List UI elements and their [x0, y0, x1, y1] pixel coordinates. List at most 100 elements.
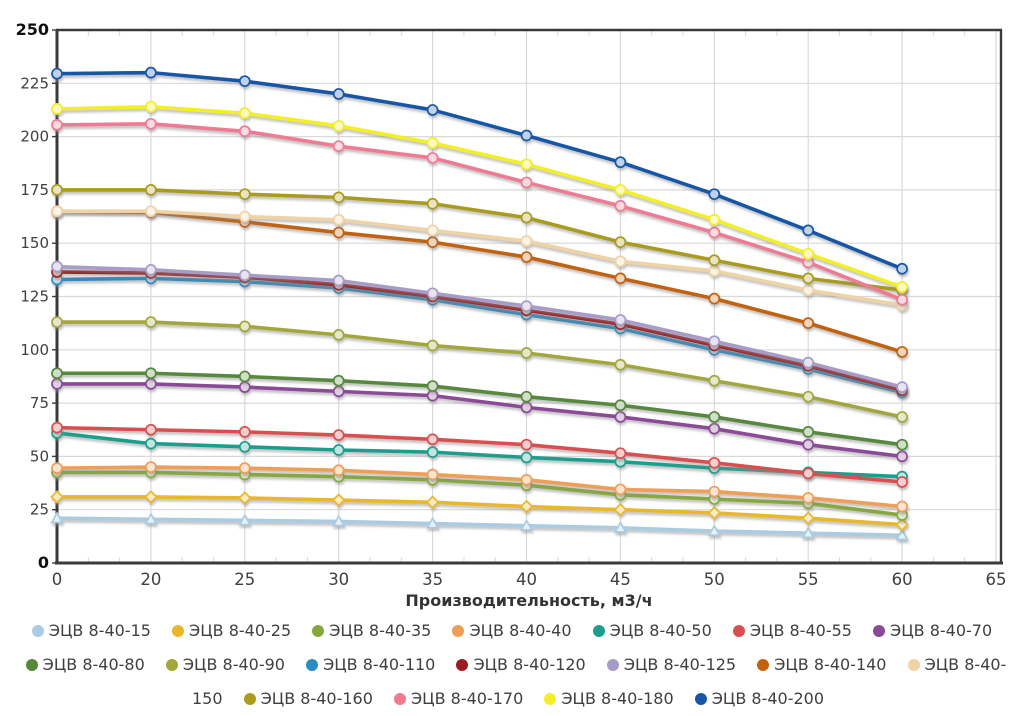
data-point-marker[interactable]: [896, 346, 908, 358]
data-point-marker[interactable]: [145, 423, 157, 436]
data-point-marker[interactable]: [145, 66, 157, 79]
data-point-marker[interactable]: [331, 493, 346, 507]
data-point-marker[interactable]: [614, 447, 627, 460]
data-point-marker[interactable]: [332, 429, 345, 441]
data-point-marker[interactable]: [238, 462, 251, 474]
data-point-marker[interactable]: [801, 526, 815, 539]
data-point-marker[interactable]: [802, 248, 815, 260]
data-point-marker[interactable]: [614, 236, 627, 248]
data-point-marker[interactable]: [520, 438, 533, 451]
data-point-marker[interactable]: [802, 390, 815, 403]
data-point-marker[interactable]: [708, 335, 721, 348]
data-point-marker[interactable]: [802, 224, 815, 237]
data-point-marker[interactable]: [145, 100, 157, 113]
data-point-marker[interactable]: [51, 184, 63, 196]
data-point-marker[interactable]: [51, 378, 63, 390]
data-point-marker[interactable]: [426, 468, 439, 481]
data-point-marker[interactable]: [145, 378, 157, 390]
legend-item-9[interactable]: ЭЦВ 8-40-90: [165, 655, 285, 674]
data-point-marker[interactable]: [332, 120, 345, 132]
data-point-marker[interactable]: [520, 129, 533, 142]
data-point-marker[interactable]: [50, 511, 64, 524]
data-point-marker[interactable]: [708, 265, 721, 277]
data-point-marker[interactable]: [613, 520, 628, 533]
data-point-marker[interactable]: [425, 516, 440, 529]
data-point-marker[interactable]: [332, 88, 345, 100]
data-point-marker[interactable]: [332, 140, 345, 153]
data-point-marker[interactable]: [426, 287, 439, 300]
data-point-marker[interactable]: [51, 462, 63, 474]
data-point-marker[interactable]: [708, 456, 721, 469]
data-point-marker[interactable]: [896, 411, 908, 423]
data-point-marker[interactable]: [144, 490, 158, 504]
data-point-marker[interactable]: [708, 254, 721, 267]
data-point-marker[interactable]: [896, 293, 908, 306]
data-point-marker[interactable]: [707, 506, 722, 520]
data-point-marker[interactable]: [51, 205, 63, 218]
data-point-marker[interactable]: [896, 450, 908, 463]
data-point-marker[interactable]: [145, 461, 157, 473]
legend-item-4[interactable]: ЭЦВ 8-40-40: [452, 621, 572, 640]
data-point-marker[interactable]: [895, 528, 909, 541]
data-point-marker[interactable]: [520, 347, 533, 359]
legend-item-3[interactable]: ЭЦВ 8-40-35: [312, 621, 431, 640]
data-point-marker[interactable]: [520, 300, 533, 312]
data-point-marker[interactable]: [896, 438, 908, 451]
data-point-marker[interactable]: [238, 188, 251, 201]
data-point-marker[interactable]: [426, 224, 439, 237]
data-point-marker[interactable]: [426, 197, 439, 210]
legend-item-18[interactable]: ЭЦВ 8-40-200: [694, 689, 824, 708]
data-point-marker[interactable]: [802, 317, 815, 329]
legend-item-13[interactable]: ЭЦВ 8-40-140: [757, 655, 886, 674]
data-point-marker[interactable]: [802, 492, 815, 504]
data-point-marker[interactable]: [895, 517, 909, 532]
data-point-marker[interactable]: [145, 205, 157, 218]
data-point-marker[interactable]: [144, 512, 158, 525]
data-point-marker[interactable]: [708, 188, 721, 201]
data-point-marker[interactable]: [614, 399, 627, 412]
legend-item-2[interactable]: ЭЦВ 8-40-25: [172, 621, 291, 640]
data-point-marker[interactable]: [801, 511, 816, 526]
data-point-marker[interactable]: [896, 262, 908, 275]
data-point-marker[interactable]: [426, 389, 439, 402]
data-point-marker[interactable]: [145, 184, 157, 196]
data-point-marker[interactable]: [708, 374, 721, 387]
data-point-marker[interactable]: [614, 156, 627, 169]
data-point-marker[interactable]: [426, 433, 439, 446]
data-point-marker[interactable]: [520, 390, 533, 403]
data-point-marker[interactable]: [145, 117, 157, 130]
data-point-marker[interactable]: [614, 272, 627, 285]
data-point-marker[interactable]: [238, 107, 251, 119]
data-point-marker[interactable]: [332, 329, 345, 341]
data-point-marker[interactable]: [614, 411, 627, 423]
data-point-marker[interactable]: [426, 137, 439, 149]
data-point-marker[interactable]: [519, 499, 534, 514]
data-point-marker[interactable]: [519, 518, 534, 531]
legend-item-11[interactable]: ЭЦВ 8-40-120: [456, 655, 586, 674]
data-point-marker[interactable]: [332, 374, 345, 387]
data-point-marker[interactable]: [50, 490, 64, 504]
data-point-marker[interactable]: [708, 411, 721, 423]
data-point-marker[interactable]: [238, 370, 251, 383]
data-point-marker[interactable]: [614, 483, 627, 496]
data-point-marker[interactable]: [520, 158, 533, 171]
data-point-marker[interactable]: [238, 75, 251, 88]
data-point-marker[interactable]: [51, 421, 63, 434]
data-point-marker[interactable]: [426, 446, 439, 458]
data-point-marker[interactable]: [426, 152, 439, 164]
data-point-marker[interactable]: [802, 426, 815, 438]
legend-item-8[interactable]: ЭЦВ 8-40-80: [25, 655, 145, 674]
data-point-marker[interactable]: [237, 491, 252, 505]
legend-item-15[interactable]: ЭЦВ 8-40-160: [243, 689, 373, 708]
data-point-marker[interactable]: [238, 513, 252, 526]
data-point-marker[interactable]: [802, 356, 815, 369]
data-point-marker[interactable]: [238, 426, 251, 438]
data-point-marker[interactable]: [51, 367, 63, 380]
legend-item-5[interactable]: ЭЦВ 8-40-50: [592, 621, 712, 640]
legend-item-7[interactable]: ЭЦВ 8-40-70: [873, 621, 992, 640]
data-point-marker[interactable]: [425, 495, 440, 510]
data-point-marker[interactable]: [238, 440, 251, 453]
data-point-marker[interactable]: [426, 236, 439, 248]
data-point-marker[interactable]: [51, 316, 63, 328]
data-point-marker[interactable]: [238, 210, 251, 223]
